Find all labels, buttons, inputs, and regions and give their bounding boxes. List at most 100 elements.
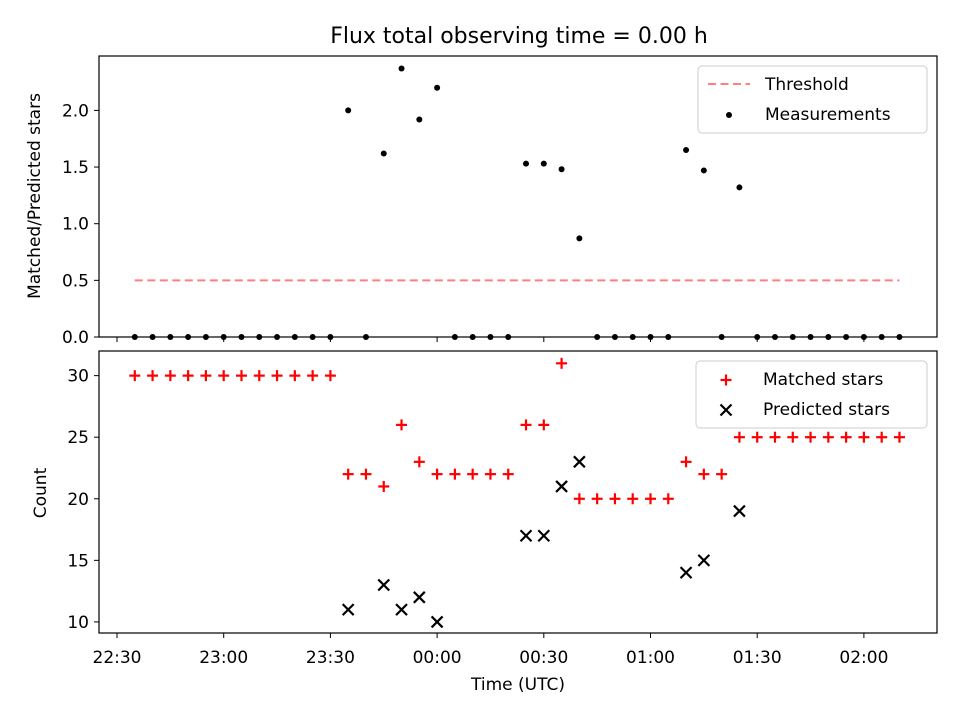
matched-star-point: [271, 370, 283, 382]
cross-stroke-b: [519, 529, 533, 542]
matched-star-point: [822, 431, 834, 443]
matched-star-point: [769, 431, 781, 443]
top-panel: Matched/Predicted stars 0.00.51.01.52.0 …: [25, 55, 938, 348]
xtick-label: 01:00: [626, 648, 675, 668]
predicted-star-point: [697, 554, 711, 567]
bottom-ytick-label: 10: [67, 613, 89, 633]
top-ytick-label: 1.0: [62, 215, 89, 235]
predicted-star-point: [430, 615, 444, 629]
legend-matched-label: Matched stars: [763, 370, 883, 390]
legend-predicted-label: Predicted stars: [763, 400, 890, 420]
measurement-point: [416, 116, 423, 123]
measurement-point: [558, 166, 565, 173]
measurement-point: [540, 160, 547, 167]
predicted-star-point: [377, 578, 391, 592]
cross-stroke-b: [679, 566, 693, 579]
top-ytick-label: 0.5: [62, 271, 89, 291]
matched-star-point: [573, 493, 585, 505]
matched-star-point: [360, 468, 372, 480]
cross-stroke-b: [430, 615, 444, 629]
legend-threshold-label: Threshold: [764, 75, 849, 95]
xtick-label: 22:30: [93, 648, 142, 668]
x-axis-label: Time (UTC): [470, 675, 565, 695]
matched-star-point: [698, 468, 710, 480]
measurement-point: [398, 65, 405, 72]
matched-star-point: [182, 370, 194, 382]
bottom-legend: Matched stars Predicted stars: [695, 360, 928, 429]
measurement-point: [700, 167, 707, 174]
cross-stroke-b: [413, 591, 426, 604]
measurement-point: [683, 147, 690, 154]
matched-star-point: [538, 419, 550, 431]
matched-star-point: [164, 370, 176, 382]
matched-star-point: [413, 456, 425, 468]
predicted-star-point: [413, 591, 426, 604]
top-plot-frame: [98, 55, 938, 338]
matched-star-point: [129, 370, 141, 382]
cross-stroke-b: [341, 603, 355, 616]
bottom-y-axis-label: Count: [31, 467, 51, 518]
matched-star-point: [893, 431, 905, 443]
matched-star-point: [716, 468, 728, 480]
matched-star-point: [147, 370, 159, 382]
matched-star-point: [378, 480, 390, 492]
predicted-star-point: [341, 603, 355, 616]
matched-star-point: [253, 370, 265, 382]
bottom-y-ticks: 10 15 20 25 30: [67, 367, 99, 633]
predicted-star-point: [519, 529, 533, 542]
top-y-axis-label: Matched/Predicted stars: [25, 93, 45, 299]
cross-stroke-b: [395, 603, 408, 616]
count-points: [129, 357, 905, 629]
matched-star-point: [733, 431, 745, 443]
matched-star-point: [396, 419, 408, 431]
xtick-label: 00:00: [413, 648, 462, 668]
matched-star-point: [787, 431, 799, 443]
cross-stroke-b: [719, 403, 733, 417]
legend-matched-marker: [720, 374, 732, 386]
matched-star-point: [591, 493, 603, 505]
matched-star-point: [609, 493, 621, 505]
matched-star-point: [840, 431, 852, 443]
measurement-point: [736, 184, 743, 191]
cross-stroke-b: [377, 578, 391, 592]
matched-star-point: [751, 431, 763, 443]
bottom-ytick-label: 20: [67, 490, 89, 510]
bottom-ytick-label: 30: [67, 367, 89, 387]
xtick-label: 23:00: [199, 648, 248, 668]
legend-predicted-swatch: [719, 403, 733, 417]
predicted-star-point: [537, 529, 551, 542]
top-y-ticks: 0.0 0.5 1.0 1.5 2.0: [62, 101, 99, 348]
matched-star-point: [556, 357, 568, 369]
predicted-star-point: [679, 566, 693, 579]
legend-measurements-label: Measurements: [765, 105, 891, 125]
matched-star-point: [200, 370, 212, 382]
matched-star-point: [502, 468, 514, 480]
measurement-point: [523, 160, 530, 167]
bottom-ytick-label: 25: [67, 428, 89, 448]
matched-star-point: [431, 468, 443, 480]
matched-star-point: [876, 431, 888, 443]
matched-star-point: [449, 468, 461, 480]
matched-star-point: [858, 431, 870, 443]
legend-measurements-swatch: [726, 112, 732, 118]
predicted-star-point: [573, 455, 586, 469]
matched-star-point: [484, 468, 496, 480]
legend-predicted-marker: [719, 403, 733, 417]
chart-title: Flux total observing time = 0.00 h: [330, 24, 708, 49]
top-ytick-label: 1.5: [62, 158, 89, 178]
matched-star-point: [218, 370, 230, 382]
matched-star-point: [680, 456, 692, 468]
matched-star-point: [662, 493, 674, 505]
matched-star-point: [645, 493, 656, 505]
matched-star-point: [805, 431, 817, 443]
predicted-star-point: [395, 603, 408, 616]
cross-stroke-b: [733, 504, 746, 518]
matched-star-point: [342, 468, 354, 480]
bottom-ytick-label: 15: [67, 551, 89, 571]
matched-star-point: [307, 370, 319, 382]
matched-star-point: [324, 370, 336, 382]
bottom-panel: Count 10 15 20 25 30 22:30 23:00 23:30 00:00 00:…: [31, 350, 938, 668]
cross-stroke-b: [697, 554, 711, 567]
top-legend: Threshold Measurements: [697, 65, 928, 134]
